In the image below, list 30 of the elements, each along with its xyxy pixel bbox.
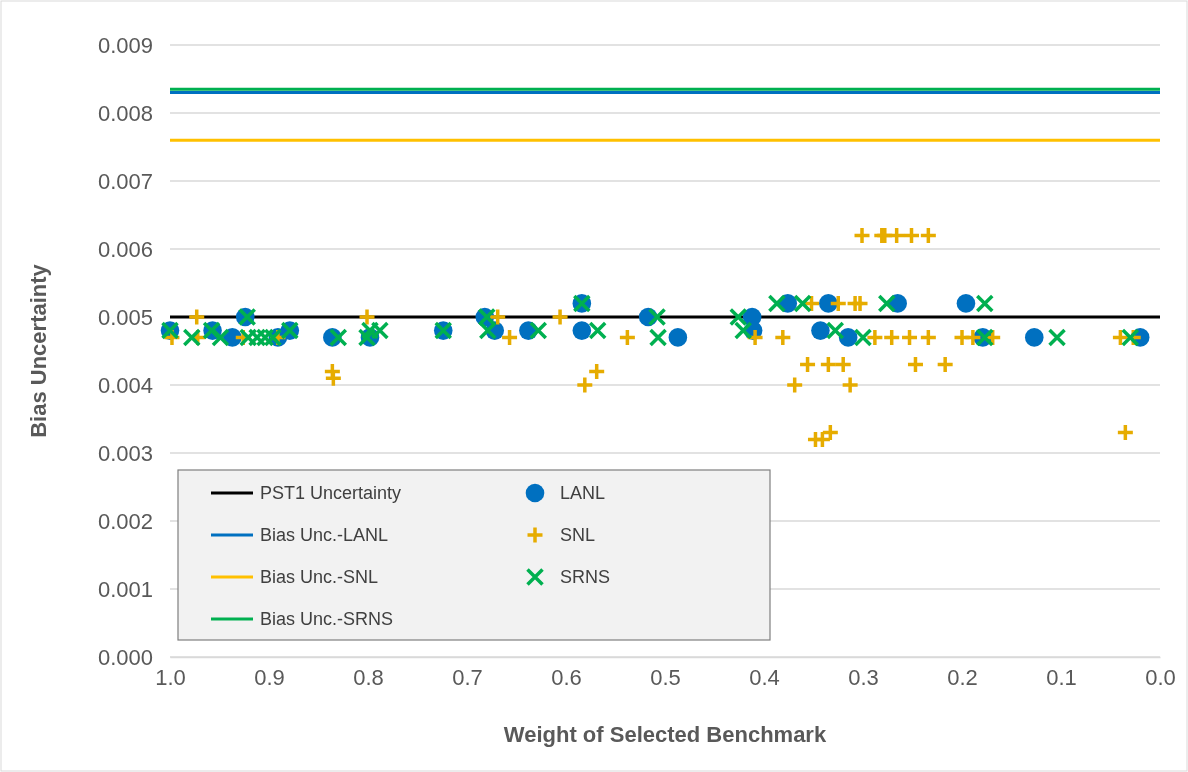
x-tick-label: 0.0 (1145, 664, 1176, 690)
legend-label: SRNS (560, 567, 611, 587)
x-tick-label: 0.3 (848, 664, 879, 690)
y-tick-label: 0.000 (97, 644, 153, 670)
y-axis-title: Bias Uncertainty (26, 263, 51, 438)
y-tick-label: 0.006 (97, 236, 153, 262)
x-tick-label: 0.2 (947, 664, 978, 690)
x-tick-label: 0.8 (353, 664, 384, 690)
y-tick-label: 0.001 (97, 576, 153, 602)
y-tick-label: 0.009 (97, 32, 153, 58)
legend-label: Bias Unc.-SRNS (260, 609, 394, 629)
x-axis-title: Weight of Selected Benchmark (503, 722, 827, 747)
y-tick-label: 0.003 (97, 440, 153, 466)
y-tick-label: 0.004 (97, 372, 153, 398)
x-tick-label: 0.4 (749, 664, 780, 690)
legend-label: PST1 Uncertainty (260, 483, 402, 503)
x-tick-label: 0.7 (452, 664, 483, 690)
x-tick-label: 0.6 (551, 664, 582, 690)
y-tick-label: 0.005 (97, 304, 153, 330)
legend-label: LANL (560, 483, 606, 503)
x-tick-label: 1.0 (155, 664, 186, 690)
legend-label: SNL (560, 525, 596, 545)
x-tick-label: 0.1 (1046, 664, 1077, 690)
y-tick-label: 0.008 (97, 100, 153, 126)
y-tick-label: 0.002 (97, 508, 153, 534)
legend-label: Bias Unc.-LANL (260, 525, 389, 545)
x-tick-label: 0.5 (650, 664, 681, 690)
x-tick-label: 0.9 (254, 664, 285, 690)
legend-label: Bias Unc.-SNL (260, 567, 379, 587)
y-tick-label: 0.007 (97, 168, 153, 194)
